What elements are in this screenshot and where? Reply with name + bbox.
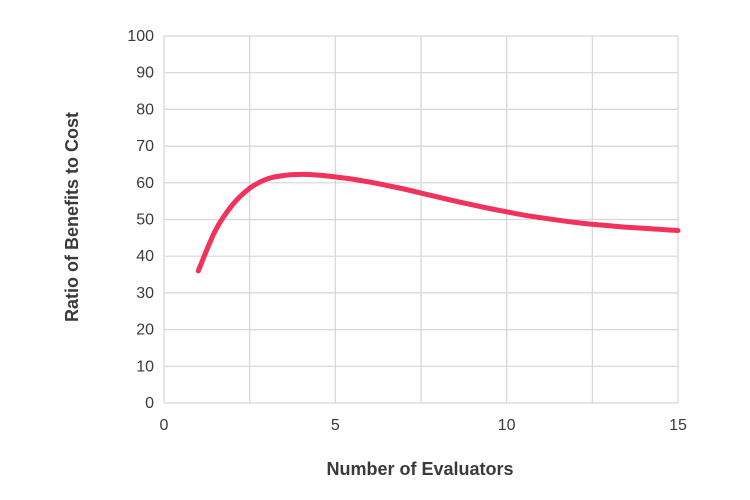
x-tick-label: 10 bbox=[498, 417, 516, 434]
x-tick-label: 5 bbox=[331, 417, 340, 434]
y-tick-label: 10 bbox=[136, 358, 154, 375]
x-tick-label: 15 bbox=[669, 417, 687, 434]
x-axis-title: Number of Evaluators bbox=[326, 459, 513, 479]
series-group bbox=[195, 171, 681, 274]
series-line bbox=[195, 171, 681, 274]
y-tick-label: 60 bbox=[136, 175, 154, 192]
y-tick-label: 70 bbox=[136, 138, 154, 155]
grid bbox=[163, 35, 679, 404]
y-tick-label: 20 bbox=[136, 322, 154, 339]
y-tick-label: 30 bbox=[136, 285, 154, 302]
y-tick-label: 50 bbox=[136, 212, 154, 229]
y-tick-label: 100 bbox=[127, 28, 154, 45]
y-axis-title: Ratio of Benefits to Cost bbox=[62, 112, 82, 322]
x-axis-ticks: 0 5 10 15 bbox=[160, 417, 687, 434]
y-axis-ticks: 0 10 20 30 40 50 60 70 80 90 100 bbox=[127, 28, 154, 412]
y-tick-label: 90 bbox=[136, 65, 154, 82]
y-tick-label: 40 bbox=[136, 248, 154, 265]
x-tick-label: 0 bbox=[160, 417, 169, 434]
y-tick-label: 0 bbox=[145, 395, 154, 412]
y-tick-label: 80 bbox=[136, 101, 154, 118]
